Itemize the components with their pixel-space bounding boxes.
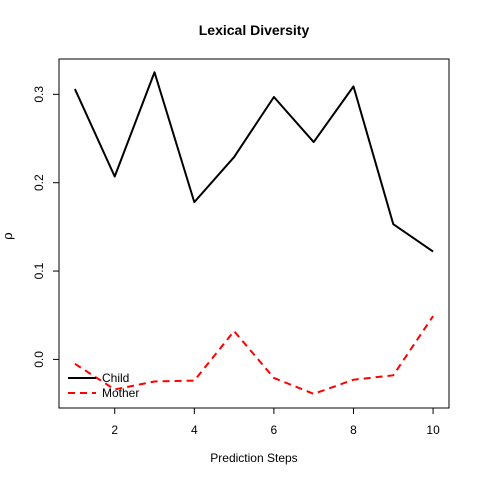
x-tick-label: 4 <box>191 423 198 437</box>
y-axis: 0.0 0.1 0.2 0.3 <box>32 86 59 368</box>
y-tick-label: 0.1 <box>32 262 46 279</box>
chart-title: Lexical Diversity <box>199 22 310 38</box>
x-tick-label: 6 <box>271 423 278 437</box>
x-axis: 2 4 6 8 10 <box>111 408 440 437</box>
y-tick-label: 0.0 <box>32 351 46 368</box>
series-child-line <box>75 72 433 251</box>
x-axis-label: Prediction Steps <box>210 451 297 465</box>
series-layer <box>75 72 433 394</box>
y-tick-label: 0.3 <box>32 86 46 103</box>
y-tick-label: 0.2 <box>32 174 46 191</box>
x-tick-label: 2 <box>111 423 118 437</box>
x-tick-label: 10 <box>426 423 440 437</box>
x-tick-label: 8 <box>350 423 357 437</box>
legend-label-child: Child <box>102 371 129 385</box>
legend-label-mother: Mother <box>102 386 139 400</box>
y-axis-label: ρ <box>1 232 16 240</box>
